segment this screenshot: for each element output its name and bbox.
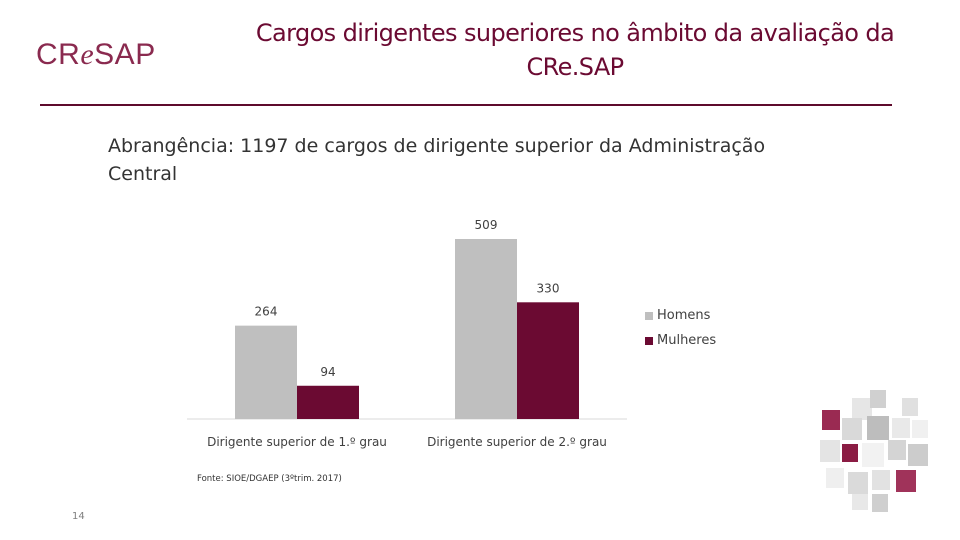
data-label-mulheres-1: 94 [320, 365, 335, 379]
title-divider [40, 104, 892, 106]
legend-item-homens: Homens [645, 303, 716, 328]
page-title: Cargos dirigentes superiores no âmbito d… [255, 19, 895, 81]
data-label-homens-2: 509 [475, 218, 498, 232]
page-number: 14 [72, 511, 85, 522]
bar-mulheres-2 [517, 302, 579, 419]
chart-subtitle: Abrangência: 1197 de cargos de dirigente… [108, 135, 766, 185]
legend-item-mulheres: Mulheres [645, 328, 716, 353]
chart-legend: Homens Mulheres [645, 303, 716, 353]
legend-swatch-homens [645, 311, 653, 320]
category-label-2: Dirigente superior de 2.º grau [427, 435, 607, 449]
legend-label-homens: Homens [657, 308, 711, 323]
data-label-homens-1: 264 [255, 305, 278, 319]
bar-homens-1 [235, 325, 297, 419]
category-label-1: Dirigente superior de 1.º grau [207, 435, 387, 449]
source-note: Fonte: SIOE/DGAEP (3ºtrim. 2017) [197, 474, 342, 484]
cubes-decoration-icon [820, 390, 928, 512]
bar-homens-2 [455, 239, 517, 419]
bar-mulheres-1 [297, 385, 359, 419]
cresap-logo: CReSAP [36, 38, 156, 71]
legend-swatch-mulheres [645, 336, 653, 345]
legend-label-mulheres: Mulheres [657, 333, 717, 348]
data-label-mulheres-2: 330 [537, 281, 560, 295]
